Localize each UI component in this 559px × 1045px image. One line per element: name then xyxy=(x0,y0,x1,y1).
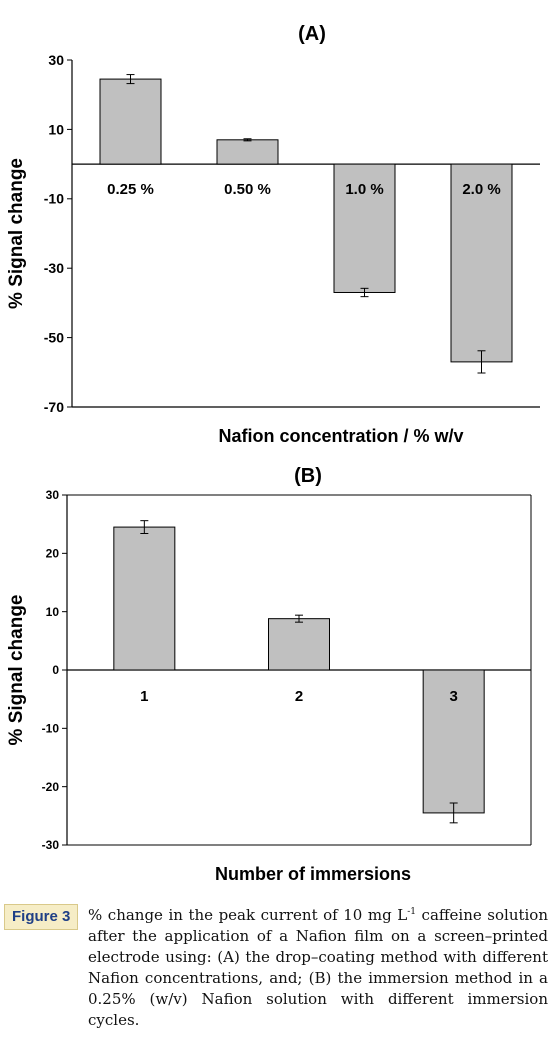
y-tick-label: 30 xyxy=(48,52,64,68)
caption-text-part2: caffeine solution after the application … xyxy=(88,906,548,1029)
bar xyxy=(113,526,176,671)
bar xyxy=(333,163,396,293)
chart-title: (B) xyxy=(294,465,322,487)
bar xyxy=(422,669,485,814)
y-tick-label: -10 xyxy=(42,722,60,736)
category-label: 2.0 % xyxy=(462,181,500,198)
y-tick-label: -70 xyxy=(44,399,64,415)
y-tick-label: -50 xyxy=(44,330,64,346)
y-axis-label: % Signal change xyxy=(6,595,27,746)
chart-title: (A) xyxy=(298,23,326,45)
category-label: 0.50 % xyxy=(224,181,271,198)
bar xyxy=(99,78,162,165)
category-label: 1 xyxy=(140,688,148,705)
bar xyxy=(450,163,513,363)
y-tick-label: 20 xyxy=(46,547,60,561)
y-tick-label: -30 xyxy=(44,260,64,276)
y-tick-label: 10 xyxy=(48,121,64,137)
y-tick-label: 10 xyxy=(46,605,60,619)
chart-b: (B) % Signal change 30 20 10 0 -10 -20 -30 1 2 3 Num… xyxy=(6,465,532,884)
figure-label: Figure 3 xyxy=(4,904,79,930)
y-tick-label: -20 xyxy=(42,780,60,794)
caption-text: % change in the peak current of 10 mg L-… xyxy=(88,902,548,1031)
y-axis-label: % Signal change xyxy=(6,158,27,309)
y-tick-label: -30 xyxy=(42,838,60,852)
caption-text-part1: % change in the peak current of 10 mg L xyxy=(88,906,408,924)
x-axis-label: Number of immersions xyxy=(215,864,411,884)
x-axis-label: Nafion concentration / % w/v xyxy=(218,426,463,446)
category-label: 1.0 % xyxy=(345,181,383,198)
category-label: 0.25 % xyxy=(107,181,154,198)
caption-superscript: -1 xyxy=(407,907,416,917)
y-tick-label: -10 xyxy=(44,191,64,207)
category-label: 2 xyxy=(295,688,303,705)
chart-a: (A) % Signal change 30 10 -10 -30 -50 -70 0.25 %… xyxy=(6,23,540,446)
category-label: 3 xyxy=(449,688,457,705)
y-tick-label: 30 xyxy=(46,488,60,502)
y-tick-label: 0 xyxy=(52,663,59,677)
bar xyxy=(216,139,279,165)
bar xyxy=(268,618,330,671)
